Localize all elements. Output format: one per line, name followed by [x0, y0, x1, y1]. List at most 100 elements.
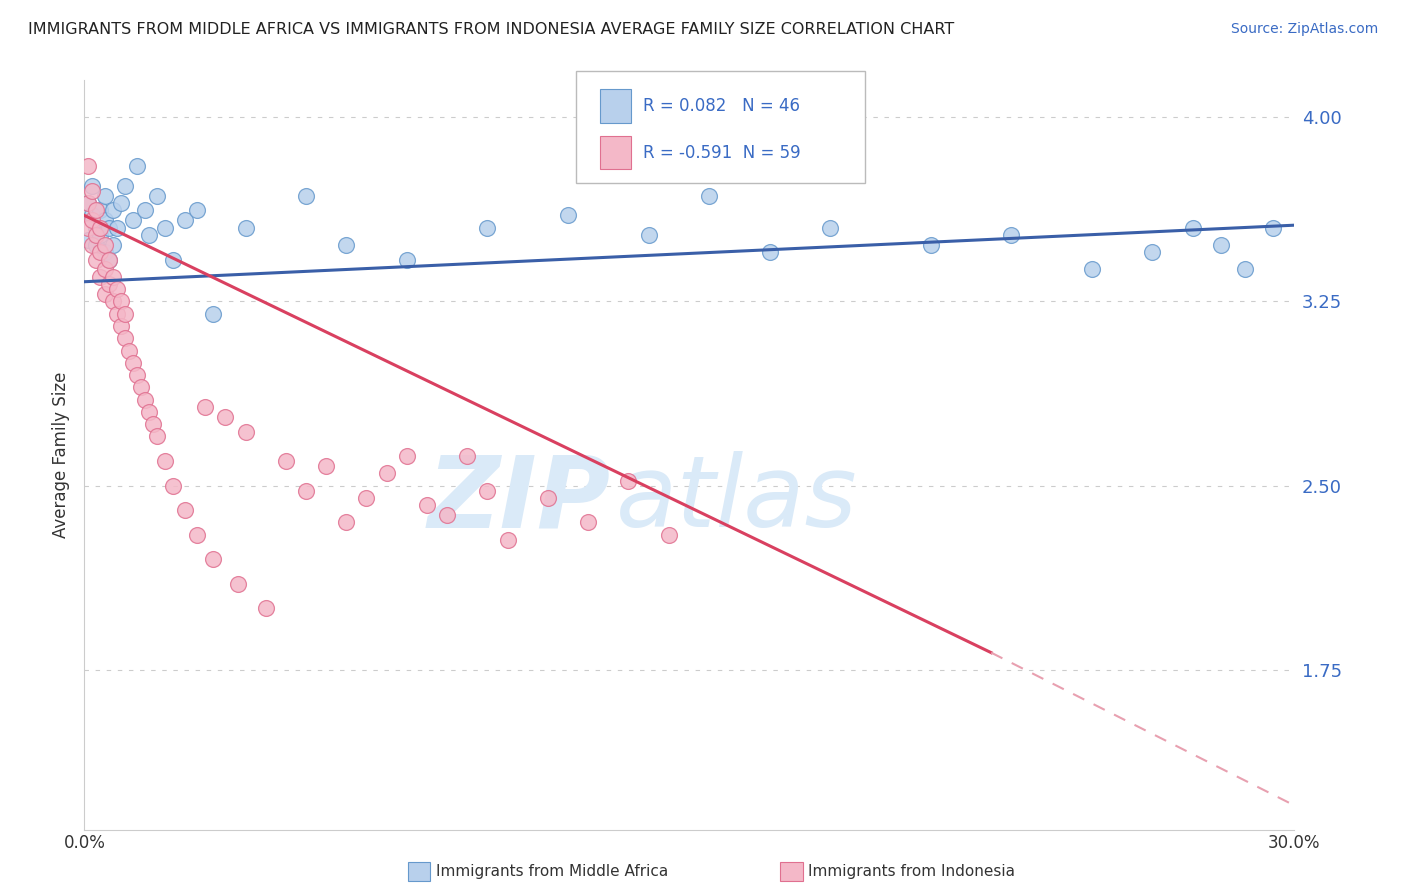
- Point: [146, 188, 169, 202]
- Point: [93, 188, 115, 202]
- Point: [142, 417, 165, 432]
- Point: [1181, 220, 1204, 235]
- Text: atlas: atlas: [616, 451, 858, 549]
- Point: [697, 188, 720, 202]
- Point: [97, 252, 120, 267]
- Point: [82, 238, 104, 252]
- Point: [274, 454, 297, 468]
- Point: [295, 188, 318, 202]
- Point: [89, 203, 111, 218]
- Text: Immigrants from Middle Africa: Immigrants from Middle Africa: [436, 864, 668, 879]
- Point: [110, 196, 132, 211]
- Y-axis label: Average Family Size: Average Family Size: [52, 372, 70, 538]
- Point: [295, 483, 318, 498]
- Point: [82, 184, 104, 198]
- Point: [153, 454, 176, 468]
- Point: [77, 196, 100, 211]
- Point: [134, 392, 156, 407]
- Point: [97, 277, 120, 292]
- Point: [105, 307, 128, 321]
- Point: [146, 429, 169, 443]
- Point: [617, 474, 640, 488]
- Point: [202, 552, 225, 566]
- Point: [93, 245, 115, 260]
- Point: [134, 203, 156, 218]
- Point: [477, 483, 499, 498]
- Point: [86, 220, 108, 235]
- Point: [920, 238, 942, 252]
- Point: [335, 238, 357, 252]
- Point: [121, 213, 143, 227]
- Point: [315, 458, 337, 473]
- Point: [89, 245, 111, 260]
- Point: [110, 318, 132, 333]
- Point: [1000, 228, 1022, 243]
- Point: [118, 343, 141, 358]
- Point: [93, 262, 115, 277]
- Point: [1263, 220, 1285, 235]
- Point: [335, 516, 357, 530]
- Text: Immigrants from Indonesia: Immigrants from Indonesia: [808, 864, 1015, 879]
- Point: [235, 220, 257, 235]
- Point: [202, 307, 225, 321]
- Point: [194, 400, 217, 414]
- Point: [395, 252, 418, 267]
- Point: [89, 228, 111, 243]
- Point: [557, 208, 579, 222]
- Point: [1081, 262, 1104, 277]
- Point: [97, 252, 120, 267]
- Point: [97, 220, 120, 235]
- Point: [114, 178, 136, 193]
- Point: [86, 238, 108, 252]
- Point: [186, 203, 208, 218]
- Point: [138, 405, 160, 419]
- Point: [105, 282, 128, 296]
- Point: [375, 467, 398, 481]
- Point: [395, 449, 418, 463]
- Point: [89, 269, 111, 284]
- Point: [101, 269, 124, 284]
- Point: [114, 307, 136, 321]
- Point: [477, 220, 499, 235]
- Point: [110, 294, 132, 309]
- Point: [496, 533, 519, 547]
- Point: [101, 203, 124, 218]
- Point: [101, 294, 124, 309]
- Point: [86, 252, 108, 267]
- Point: [138, 228, 160, 243]
- Point: [162, 478, 184, 492]
- Point: [114, 331, 136, 345]
- Point: [89, 220, 111, 235]
- Text: ZIP: ZIP: [427, 451, 610, 549]
- Point: [82, 178, 104, 193]
- Point: [174, 503, 197, 517]
- Point: [214, 409, 236, 424]
- Point: [186, 528, 208, 542]
- Point: [101, 238, 124, 252]
- Text: R = 0.082   N = 46: R = 0.082 N = 46: [643, 97, 800, 115]
- Point: [93, 238, 115, 252]
- Point: [637, 228, 659, 243]
- Point: [1142, 245, 1164, 260]
- Point: [1209, 238, 1232, 252]
- Point: [416, 498, 439, 512]
- Point: [436, 508, 458, 522]
- Point: [125, 159, 148, 173]
- Point: [153, 220, 176, 235]
- Point: [356, 491, 378, 505]
- Text: Source: ZipAtlas.com: Source: ZipAtlas.com: [1230, 22, 1378, 37]
- Point: [658, 528, 681, 542]
- Point: [121, 356, 143, 370]
- Point: [129, 380, 152, 394]
- Text: R = -0.591  N = 59: R = -0.591 N = 59: [643, 144, 800, 161]
- Point: [125, 368, 148, 382]
- Point: [162, 252, 184, 267]
- Point: [77, 220, 100, 235]
- Point: [226, 577, 249, 591]
- Text: IMMIGRANTS FROM MIDDLE AFRICA VS IMMIGRANTS FROM INDONESIA AVERAGE FAMILY SIZE C: IMMIGRANTS FROM MIDDLE AFRICA VS IMMIGRA…: [28, 22, 955, 37]
- Point: [1234, 262, 1257, 277]
- Point: [537, 491, 560, 505]
- Point: [93, 287, 115, 301]
- Point: [818, 220, 841, 235]
- Point: [86, 203, 108, 218]
